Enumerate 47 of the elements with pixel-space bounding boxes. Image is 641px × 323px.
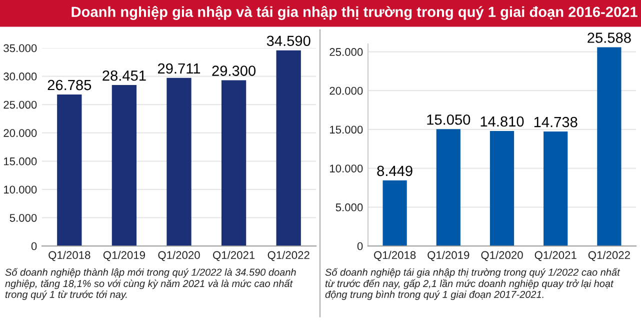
y-tick-label: 5.000 (10, 214, 37, 222)
x-tick-label: Q1/2020 (481, 250, 523, 262)
x-tick-label: Q1/2021 (534, 250, 576, 262)
x-tick-label: Q1/2022 (588, 250, 630, 262)
text: Doanh nghiệp gia nhập và tái gia nhập thị trường trong quý 1 giai đoạn 2016-2021 (72, 6, 638, 20)
data-label: 14.810 (480, 116, 524, 127)
bar (221, 80, 246, 246)
y-tick-label: 10.000 (4, 186, 37, 194)
data-label: 25.588 (588, 32, 631, 43)
data-label: 28.451 (102, 70, 146, 81)
data-label: 26.785 (48, 80, 92, 90)
data-label: 15.050 (427, 114, 470, 125)
bar (597, 47, 622, 246)
y-tick-label: 20.000 (330, 86, 363, 95)
bar (57, 94, 82, 246)
y-tick-label: 35.000 (4, 44, 37, 52)
x-tick-label: Q1/2018 (374, 250, 416, 262)
data-label: 34.590 (266, 36, 310, 46)
bar (276, 50, 301, 246)
x-tick-label: Q1/2019 (428, 250, 470, 262)
x-tick-label: Q1/2021 (213, 250, 255, 262)
y-tick-label: 15.000 (330, 126, 363, 134)
y-tick-label: 30.000 (4, 72, 37, 80)
data-label: 14.738 (534, 116, 578, 128)
y-tick-label: 0 (31, 242, 37, 250)
bar (166, 78, 192, 246)
bar (112, 85, 137, 246)
x-tick-label: Q1/2022 (268, 250, 310, 262)
y-tick-label: 0 (357, 242, 363, 250)
y-tick-label: 25.000 (4, 100, 37, 109)
x-tick-label: Q1/2019 (103, 250, 145, 262)
text: Số doanh nghiệp thành lập mới trong quý 1/2022 là 34.590 doanh nghiệp, tăng 18,1% so với cùng kỳ năm 2021 và là mức cao nhất trong quý 1 từ trước tới nay. (5, 268, 296, 300)
y-tick-label: 15.000 (4, 157, 37, 166)
bar (382, 180, 407, 246)
y-tick-label: 20.000 (4, 129, 37, 137)
x-tick-label: Q1/2018 (48, 250, 90, 262)
bar (490, 130, 514, 246)
y-tick-label: 5.000 (336, 203, 363, 212)
data-label: 8.449 (377, 166, 412, 176)
y-tick-label: 10.000 (330, 164, 363, 172)
data-label: 29.300 (212, 66, 256, 76)
bar (544, 131, 568, 246)
x-tick-label: Q1/2020 (158, 250, 200, 262)
y-tick-label: 25.000 (330, 48, 363, 56)
text: Số doanh nghiệp tái gia nhập thị trường trong quý 1/2022 cao nhất từ trước đến nay, gấp 2,1 lần mức doanh nghiệp quay trở lại hoạt động trung bình trong quý 1 giai đoạn 2017-2021. (325, 268, 620, 300)
data-label: 29.711 (158, 63, 200, 74)
bar (436, 129, 460, 246)
